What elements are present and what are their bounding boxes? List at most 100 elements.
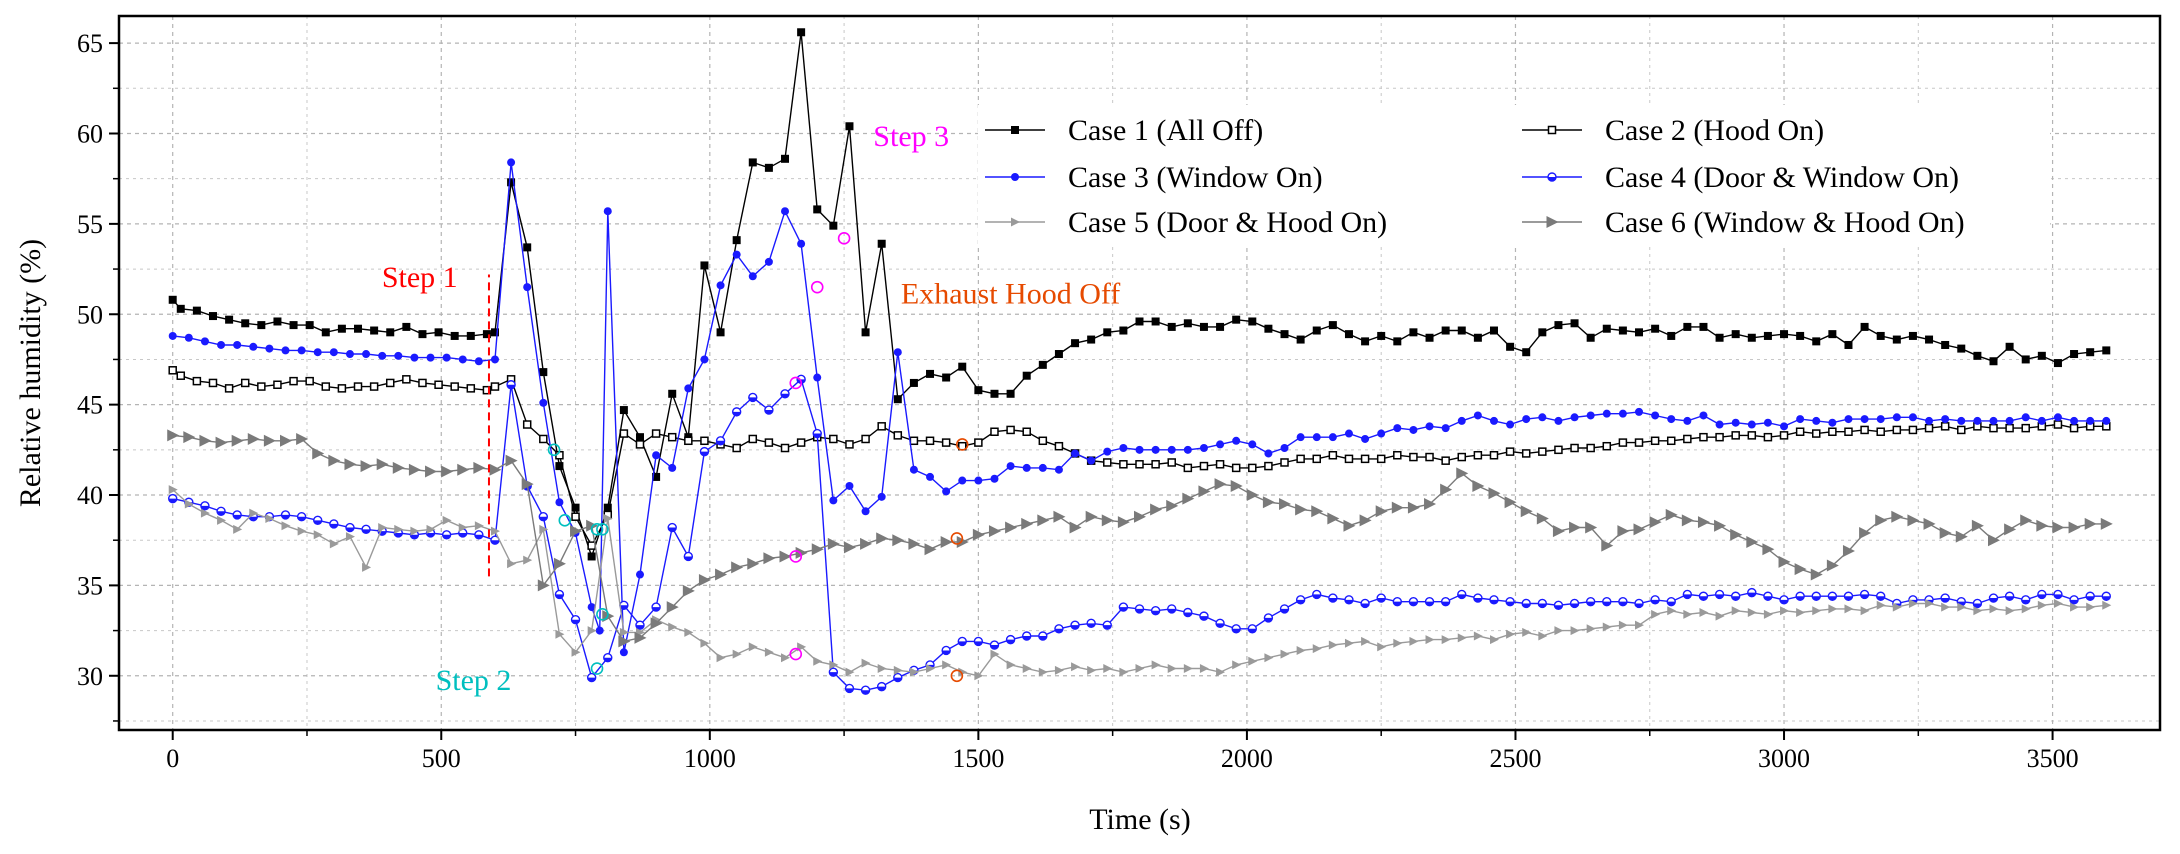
data-point — [505, 454, 518, 467]
data-point — [265, 514, 275, 524]
data-point — [1908, 598, 1918, 608]
data-point — [668, 622, 678, 632]
data-point — [603, 652, 613, 663]
marker-fill — [942, 650, 951, 655]
data-point — [2005, 342, 2014, 351]
data-point — [217, 515, 227, 525]
event-circle — [789, 550, 803, 563]
marker-fill — [2037, 594, 2046, 599]
data-point — [1393, 638, 1403, 648]
data-point — [1183, 607, 1193, 618]
data-point — [297, 346, 306, 355]
data-point — [603, 503, 612, 512]
data-point — [1087, 456, 1096, 465]
data-point — [1780, 422, 1789, 431]
data-point — [553, 557, 566, 570]
marker-fill — [1296, 599, 1305, 604]
data-point — [1425, 422, 1434, 431]
marker-fill — [539, 516, 548, 521]
data-point — [1891, 510, 1904, 523]
data-point — [635, 440, 645, 449]
marker-fill — [555, 594, 564, 599]
data-point — [281, 346, 290, 355]
marker-fill — [1199, 616, 1208, 621]
data-point — [1054, 441, 1064, 451]
data-point — [539, 368, 548, 377]
event-circle — [789, 376, 803, 390]
marker-fill — [1828, 596, 1837, 601]
data-point — [450, 331, 459, 340]
data-point — [1554, 445, 1563, 455]
marker-fill — [217, 511, 226, 516]
data-point — [2070, 350, 2079, 359]
data-point — [942, 487, 951, 496]
data-point — [1651, 411, 1660, 420]
data-point — [1151, 660, 1161, 670]
data-point — [1296, 335, 1305, 344]
data-point — [1006, 425, 1015, 435]
marker-fill — [1312, 594, 1321, 599]
data-point — [1796, 608, 1806, 618]
data-point — [1408, 596, 1419, 607]
marker-fill — [1796, 596, 1805, 601]
marker-fill — [1328, 598, 1337, 603]
data-point — [1553, 600, 1564, 610]
data-point — [1134, 604, 1145, 614]
x-tick-label: 2500 — [1489, 744, 1541, 773]
data-point — [1794, 563, 1807, 576]
data-point — [1667, 331, 1676, 340]
data-point — [1939, 526, 1952, 539]
data-point — [595, 626, 604, 635]
data-point — [176, 371, 186, 380]
marker-fill — [362, 529, 371, 534]
data-point — [1103, 458, 1112, 467]
data-point — [1344, 330, 1353, 339]
data-point — [1957, 344, 1966, 353]
data-point — [974, 386, 983, 395]
data-point — [1876, 331, 1885, 340]
data-point — [231, 434, 244, 447]
marker-fill — [813, 433, 822, 438]
data-point — [507, 158, 516, 167]
event-circle — [590, 662, 604, 675]
data-point — [1715, 432, 1724, 442]
data-point — [1151, 460, 1160, 469]
data-point — [571, 503, 580, 512]
data-point — [1585, 521, 1598, 534]
data-point — [1697, 516, 1710, 529]
marker-fill — [764, 410, 773, 415]
data-point — [1989, 423, 1998, 433]
data-point — [974, 438, 983, 447]
data-point — [1344, 595, 1354, 605]
data-point — [1522, 348, 1531, 357]
data-point — [618, 635, 631, 648]
data-point — [2004, 523, 2017, 536]
marker-fill — [635, 625, 644, 630]
data-point — [184, 333, 193, 342]
y-tick-label: 30 — [77, 662, 103, 691]
data-point — [1262, 496, 1275, 509]
data-point — [1876, 415, 1885, 424]
annotation-step3: Step 3 — [873, 120, 949, 153]
data-point — [1908, 331, 1917, 340]
marker-fill — [571, 619, 580, 624]
data-point — [344, 458, 357, 471]
data-point — [1860, 425, 1869, 435]
data-point — [233, 340, 242, 349]
data-point — [555, 498, 564, 507]
data-point — [1167, 664, 1177, 674]
marker-fill — [603, 657, 612, 662]
annotation-step2: Step 2 — [436, 664, 512, 697]
data-point — [2037, 351, 2046, 360]
data-point — [450, 382, 459, 391]
data-point — [329, 519, 339, 529]
y-tick-label: 50 — [77, 300, 103, 329]
data-point — [603, 514, 613, 524]
data-point — [1071, 662, 1081, 672]
data-point — [466, 331, 475, 340]
marker-fill — [845, 688, 854, 693]
annotations: Step 1 Step 2 Step 3 Exhaust Hood Off — [382, 120, 1120, 697]
data-point — [2004, 591, 2015, 601]
data-point — [893, 348, 902, 357]
